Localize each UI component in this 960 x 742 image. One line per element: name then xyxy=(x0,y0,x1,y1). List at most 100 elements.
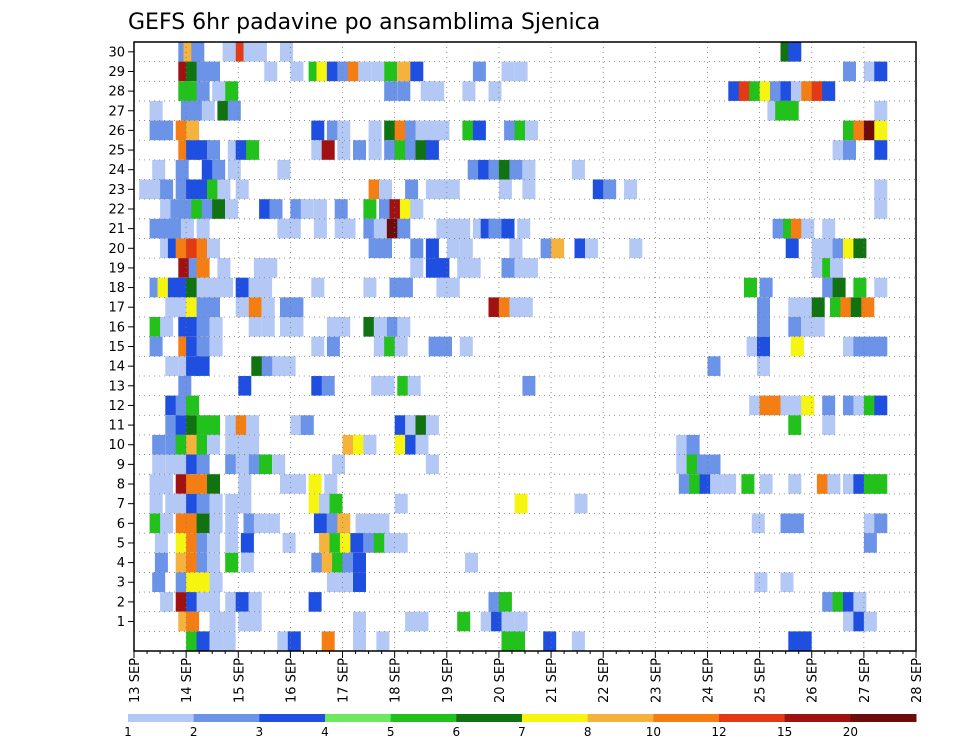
heatmap-cell xyxy=(280,297,293,317)
heatmap-cell xyxy=(160,474,174,494)
heatmap-cell xyxy=(863,611,877,632)
heatmap-cell xyxy=(770,395,783,416)
heatmap-cell xyxy=(772,218,786,239)
heatmap-cell xyxy=(175,513,189,534)
y-tick-label: 24 xyxy=(108,163,125,178)
heatmap-cell xyxy=(373,336,387,357)
heatmap-cell xyxy=(379,179,392,200)
heatmap-cell xyxy=(248,277,262,298)
heatmap-cell xyxy=(853,395,867,416)
colorbar-swatch xyxy=(850,714,917,722)
heatmap-cell xyxy=(321,376,335,396)
y-tick-label: 25 xyxy=(108,144,125,159)
heatmap-cell xyxy=(207,533,220,553)
heatmap-cell xyxy=(571,631,585,651)
heatmap-cell xyxy=(436,277,450,298)
heatmap-cell xyxy=(788,415,802,435)
heatmap-cell xyxy=(337,61,351,82)
heatmap-cell xyxy=(457,611,471,632)
heatmap-cell xyxy=(425,179,439,200)
heatmap-cell xyxy=(149,218,163,239)
heatmap-cell xyxy=(843,611,856,632)
heatmap-cell xyxy=(152,454,166,475)
chart-title: GEFS 6hr padavine po ansamblima Sjenica xyxy=(128,10,600,35)
y-tick-label: 27 xyxy=(108,104,125,119)
heatmap-cell xyxy=(790,395,804,416)
heatmap-cell xyxy=(326,336,340,357)
heatmap-cell xyxy=(311,277,325,298)
heatmap-cell xyxy=(389,277,403,298)
heatmap-cell xyxy=(843,474,856,494)
heatmap-cell xyxy=(175,277,189,298)
heatmap-cell xyxy=(337,120,351,141)
heatmap-cell xyxy=(235,277,249,298)
heatmap-cell xyxy=(843,61,856,82)
heatmap-cell xyxy=(319,533,333,553)
heatmap-cell xyxy=(165,395,179,416)
y-tick-label: 14 xyxy=(108,360,125,375)
y-tick-label: 21 xyxy=(108,222,125,237)
heatmap-cell xyxy=(139,179,153,200)
heatmap-cell xyxy=(384,61,398,82)
heatmap-cell xyxy=(337,513,351,534)
heatmap-cell xyxy=(207,415,220,435)
heatmap-cell xyxy=(514,611,528,632)
heatmap-cell xyxy=(488,81,502,101)
heatmap-cell xyxy=(405,120,419,141)
heatmap-cell xyxy=(152,572,166,592)
heatmap-cell xyxy=(326,317,340,337)
heatmap-cell xyxy=(332,552,346,573)
heatmap-cell xyxy=(180,100,194,121)
y-tick-label: 28 xyxy=(108,85,125,100)
heatmap-cell xyxy=(397,376,411,396)
heatmap-cell xyxy=(196,552,210,573)
heatmap-cell xyxy=(788,474,802,494)
heatmap-cell xyxy=(196,140,210,160)
heatmap-cell xyxy=(196,572,210,592)
heatmap-cell xyxy=(874,199,888,219)
colorbar-swatch xyxy=(390,714,457,722)
heatmap-cell xyxy=(425,258,439,278)
heatmap-cell xyxy=(780,572,794,592)
y-tick-label: 4 xyxy=(117,556,125,571)
heatmap-cell xyxy=(749,395,763,416)
heatmap-cell xyxy=(371,376,385,396)
heatmap-cell xyxy=(175,395,189,416)
heatmap-cell xyxy=(843,120,856,141)
heatmap-cell xyxy=(196,513,210,534)
heatmap-cell xyxy=(525,120,538,141)
heatmap-cell xyxy=(280,317,293,337)
heatmap-cell xyxy=(514,61,528,82)
heatmap-cell xyxy=(186,415,200,435)
heatmap-cell xyxy=(410,61,424,82)
heatmap-cell xyxy=(186,611,200,632)
heatmap-cell xyxy=(629,238,643,259)
heatmap-cell xyxy=(308,474,322,494)
heatmap-cell xyxy=(425,120,439,141)
heatmap-cell xyxy=(235,297,249,317)
heatmap-cell xyxy=(853,120,867,141)
heatmap-cell xyxy=(196,81,210,101)
heatmap-cell xyxy=(384,533,398,553)
heatmap-cell xyxy=(759,474,773,494)
heatmap-cell xyxy=(757,297,770,317)
heatmap-cell xyxy=(180,199,194,219)
heatmap-cell xyxy=(207,297,220,317)
heatmap-cell xyxy=(363,199,377,219)
heatmap-cell xyxy=(186,238,200,259)
heatmap-cell xyxy=(186,81,200,101)
x-tick-label: 17 SEP xyxy=(337,658,352,703)
heatmap-cell xyxy=(363,533,377,553)
colorbar-label: 20 xyxy=(843,725,858,739)
heatmap-cell xyxy=(751,513,765,534)
heatmap-cell xyxy=(415,120,429,141)
heatmap-cell xyxy=(822,592,836,612)
heatmap-cell xyxy=(843,592,856,612)
heatmap-cell xyxy=(368,120,382,141)
heatmap-cell xyxy=(264,258,278,278)
heatmap-cell xyxy=(832,592,846,612)
colorbar-label: 10 xyxy=(646,725,661,739)
heatmap-cell xyxy=(394,493,408,514)
heatmap-cell xyxy=(217,100,231,121)
heatmap-cell xyxy=(843,140,856,160)
